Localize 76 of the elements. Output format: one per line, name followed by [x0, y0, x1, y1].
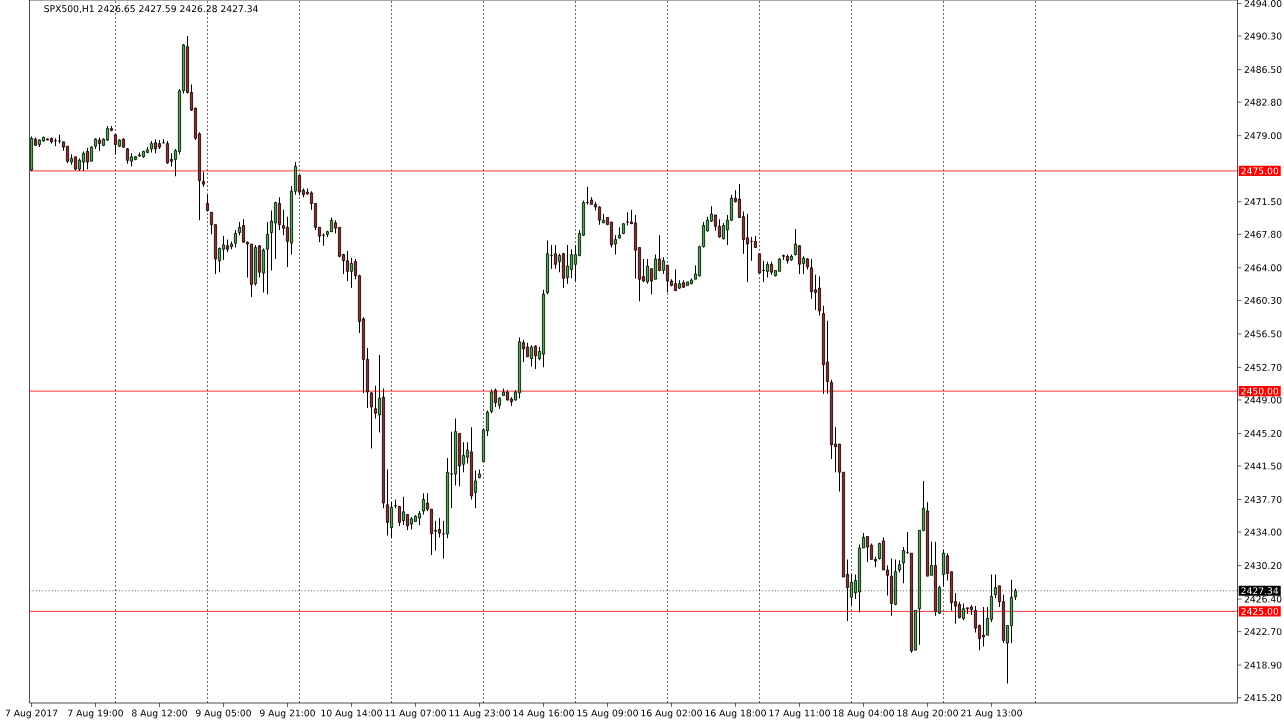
candlestick [534, 344, 537, 370]
chart-title: SPX500,H1 2426.65 2427.59 2426.28 2427.34 [44, 5, 258, 14]
candlestick [346, 250, 349, 282]
candlestick [274, 201, 277, 260]
candlestick [438, 517, 441, 538]
y-tick-label: 2437.70 [1244, 496, 1282, 503]
y-tick-label: 2415.20 [1244, 694, 1282, 702]
y-tick-label: 2418.90 [1244, 661, 1282, 669]
candlestick [530, 344, 533, 367]
candlestick [166, 140, 169, 165]
candlestick [266, 221, 269, 295]
candlestick [402, 496, 405, 526]
x-tick-label: 21 Aug 13:00 [961, 709, 1022, 719]
x-tick-label: 8 Aug 12:00 [132, 709, 187, 719]
x-tick-label: 10 Aug 14:00 [321, 709, 382, 719]
candlestick [490, 388, 493, 414]
candlestick [222, 235, 225, 261]
candlestick [242, 218, 245, 243]
candlestick [810, 258, 813, 300]
candlestick [654, 254, 657, 280]
candlestick [866, 536, 869, 563]
x-tick-label: 7 Aug 19:00 [68, 709, 123, 719]
y-tick-label: 2434.00 [1244, 528, 1282, 536]
x-tick-label: 11 Aug 23:00 [449, 709, 510, 719]
y-tick-label: 2422.70 [1244, 628, 1282, 636]
y-tick-label: 2486.50 [1244, 66, 1282, 74]
x-tick-label: 18 Aug 20:00 [897, 709, 958, 719]
ref-line-label: 2450.00 [1241, 387, 1279, 395]
y-tick-label: 2449.00 [1244, 396, 1282, 404]
y-tick-label: 2467.80 [1244, 230, 1282, 238]
x-tick-label: 17 Aug 11:00 [769, 709, 830, 719]
y-tick-label: 2452.70 [1244, 363, 1282, 371]
ref-line-label: 2427.34 [1241, 587, 1279, 595]
x-tick-label: 9 Aug 21:00 [259, 709, 315, 719]
y-tick-label: 2426.40 [1244, 595, 1282, 603]
candlestick [262, 247, 265, 293]
ref-line-label: 2425.00 [1241, 607, 1279, 615]
x-tick-label: 7 Aug 2017 [5, 709, 58, 719]
y-tick-label: 2456.50 [1244, 330, 1282, 338]
candlestick [746, 213, 749, 283]
x-tick-label: 14 Aug 16:00 [513, 709, 574, 719]
candlestick [902, 546, 905, 584]
x-tick-label: 18 Aug 04:00 [833, 709, 894, 719]
candlestick [278, 196, 281, 231]
candlestick [386, 469, 389, 537]
x-tick-label: 16 Aug 18:00 [705, 709, 766, 719]
x-tick-label: 15 Aug 09:00 [577, 709, 638, 719]
candlestick [942, 549, 945, 588]
y-tick-label: 2460.30 [1244, 296, 1282, 304]
y-tick-label: 2494.00 [1244, 0, 1282, 7]
y-tick-label: 2482.80 [1244, 98, 1282, 106]
candlestick [718, 218, 721, 239]
x-tick-label: 11 Aug 07:00 [385, 709, 446, 719]
x-tick-label: 16 Aug 02:00 [641, 709, 702, 719]
candlestick [818, 276, 821, 316]
candlestick [626, 211, 629, 227]
y-tick-label: 2479.00 [1244, 132, 1282, 140]
candlestick [570, 248, 573, 279]
candlestick [554, 244, 557, 270]
y-tick-label: 2464.00 [1244, 264, 1282, 272]
candlestick [566, 244, 569, 285]
candlestick [422, 492, 425, 515]
y-tick-label: 2490.30 [1244, 32, 1282, 40]
ref-line-label: 2475.00 [1241, 167, 1279, 175]
candlestick [82, 151, 85, 172]
y-tick-label: 2445.20 [1244, 429, 1282, 437]
candlestick [646, 258, 649, 285]
y-tick-label: 2471.50 [1244, 198, 1282, 206]
candlestick [674, 269, 677, 292]
candlestick [610, 221, 613, 249]
candlestick [798, 244, 801, 275]
candlestick [598, 205, 601, 226]
candlestick [350, 257, 353, 289]
y-tick-label: 2441.50 [1244, 462, 1282, 470]
x-tick-label: 9 Aug 05:00 [195, 709, 251, 719]
y-tick-label: 2430.20 [1244, 562, 1282, 570]
